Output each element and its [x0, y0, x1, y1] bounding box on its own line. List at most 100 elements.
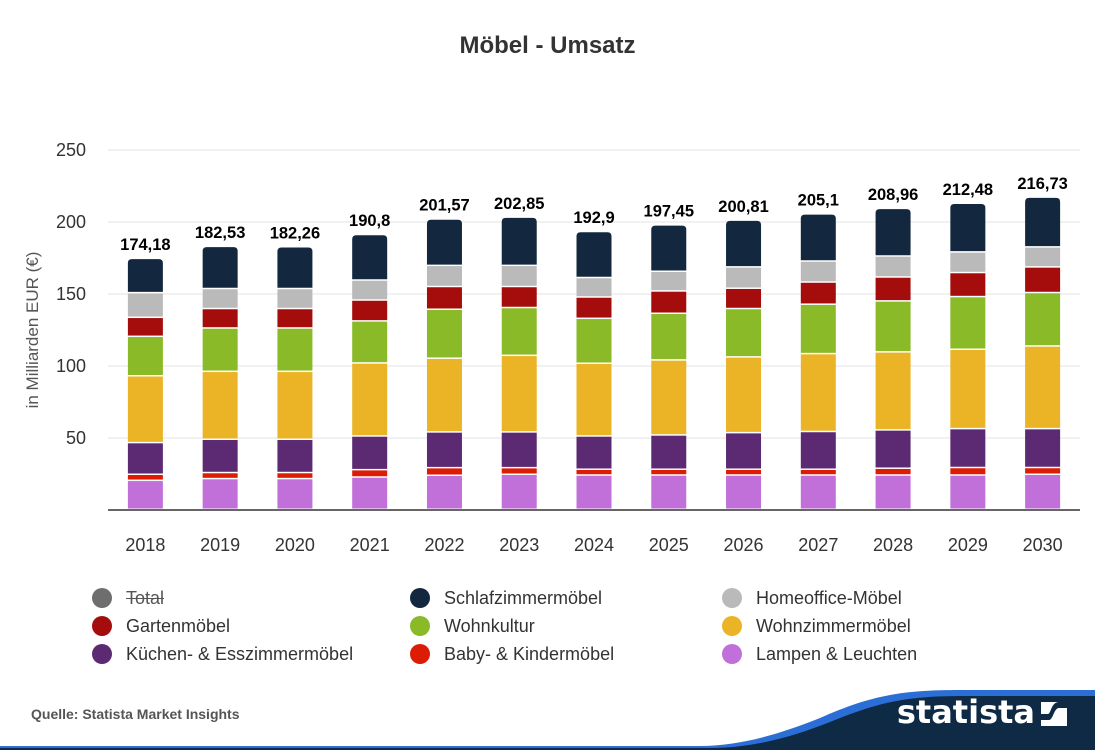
bar-stack-2024[interactable] [576, 232, 612, 509]
bar-segment[interactable] [800, 469, 836, 475]
bar-segment[interactable] [202, 328, 238, 371]
bar-segment[interactable] [202, 309, 238, 328]
bar-segment[interactable] [1025, 293, 1061, 346]
bar-stack-2026[interactable] [726, 220, 762, 509]
bar-segment[interactable] [127, 443, 163, 474]
legend-item[interactable]: Lampen & Leuchten [722, 639, 917, 669]
bar-segment[interactable] [501, 432, 537, 467]
bar-segment[interactable] [1025, 267, 1061, 292]
bar-segment[interactable] [202, 289, 238, 308]
bar-segment[interactable] [202, 372, 238, 439]
bar-segment[interactable] [651, 314, 687, 360]
bar-segment[interactable] [277, 479, 313, 509]
bar-segment[interactable] [127, 293, 163, 317]
legend-item[interactable]: Schlafzimmermöbel [410, 583, 602, 613]
bar-segment[interactable] [875, 352, 911, 430]
bar-segment[interactable] [875, 301, 911, 352]
bar-segment[interactable] [576, 319, 612, 363]
bar-segment[interactable] [950, 297, 986, 349]
bar-segment[interactable] [726, 357, 762, 432]
bar-segment[interactable] [875, 475, 911, 509]
bar-segment[interactable] [1025, 429, 1061, 467]
bar-segment[interactable] [800, 354, 836, 431]
bar-segment[interactable] [950, 429, 986, 467]
bar-segment[interactable] [501, 356, 537, 432]
statista-logo-icon[interactable] [1041, 702, 1067, 726]
bar-stack-2028[interactable] [875, 209, 911, 509]
bar-segment[interactable] [651, 469, 687, 475]
bar-segment[interactable] [1025, 475, 1061, 509]
bar-segment[interactable] [576, 363, 612, 436]
bar-segment[interactable] [426, 309, 462, 358]
bar-segment[interactable] [277, 372, 313, 439]
bar-segment[interactable] [501, 217, 537, 265]
bar-segment[interactable] [726, 433, 762, 469]
bar-segment[interactable] [576, 297, 612, 318]
bar-segment[interactable] [651, 435, 687, 469]
bar-segment[interactable] [501, 475, 537, 509]
bar-segment[interactable] [800, 432, 836, 469]
bar-segment[interactable] [651, 475, 687, 509]
bar-segment[interactable] [726, 469, 762, 475]
bar-segment[interactable] [426, 287, 462, 309]
bar-segment[interactable] [501, 308, 537, 355]
bar-segment[interactable] [352, 363, 388, 436]
bar-segment[interactable] [800, 214, 836, 261]
bar-segment[interactable] [800, 304, 836, 353]
bar-segment[interactable] [1025, 247, 1061, 267]
bar-stack-2027[interactable] [800, 214, 836, 509]
bar-segment[interactable] [875, 277, 911, 301]
bar-segment[interactable] [426, 358, 462, 432]
bar-segment[interactable] [875, 468, 911, 475]
bar-segment[interactable] [501, 266, 537, 286]
legend-item[interactable]: Baby- & Kindermöbel [410, 639, 614, 669]
bar-segment[interactable] [950, 468, 986, 475]
legend-item[interactable]: Total [92, 583, 164, 613]
bar-stack-2025[interactable] [651, 225, 687, 509]
bar-segment[interactable] [127, 475, 163, 480]
bar-segment[interactable] [576, 469, 612, 475]
bar-segment[interactable] [202, 440, 238, 472]
bar-segment[interactable] [726, 475, 762, 509]
bar-segment[interactable] [726, 309, 762, 357]
bar-segment[interactable] [950, 252, 986, 272]
bar-segment[interactable] [352, 321, 388, 363]
bar-segment[interactable] [352, 477, 388, 509]
legend-item[interactable]: Gartenmöbel [92, 611, 230, 641]
bar-segment[interactable] [800, 475, 836, 509]
bar-segment[interactable] [875, 256, 911, 277]
bar-segment[interactable] [1025, 197, 1061, 247]
bar-segment[interactable] [127, 259, 163, 292]
legend-item[interactable]: Homeoffice-Möbel [722, 583, 902, 613]
bar-segment[interactable] [651, 360, 687, 435]
bar-segment[interactable] [950, 204, 986, 252]
bar-segment[interactable] [426, 468, 462, 475]
bar-segment[interactable] [501, 468, 537, 474]
bar-segment[interactable] [127, 318, 163, 336]
bar-segment[interactable] [651, 225, 687, 271]
legend-item[interactable]: Wohnkultur [410, 611, 535, 641]
bar-segment[interactable] [426, 476, 462, 509]
bar-segment[interactable] [950, 475, 986, 509]
bar-segment[interactable] [576, 232, 612, 277]
bar-segment[interactable] [202, 479, 238, 509]
bar-segment[interactable] [1025, 468, 1061, 474]
bar-segment[interactable] [950, 273, 986, 296]
bar-segment[interactable] [800, 261, 836, 282]
bar-segment[interactable] [576, 475, 612, 509]
bar-segment[interactable] [651, 271, 687, 291]
bar-segment[interactable] [127, 481, 163, 509]
bar-segment[interactable] [277, 440, 313, 472]
bar-stack-2029[interactable] [950, 204, 986, 509]
bar-segment[interactable] [426, 432, 462, 467]
legend-item[interactable]: Küchen- & Esszimmermöbel [92, 639, 353, 669]
bar-segment[interactable] [726, 220, 762, 267]
bar-segment[interactable] [202, 247, 238, 288]
bar-segment[interactable] [127, 376, 163, 442]
bar-segment[interactable] [426, 266, 462, 286]
bar-segment[interactable] [576, 278, 612, 297]
bar-segment[interactable] [277, 328, 313, 371]
bar-segment[interactable] [875, 209, 911, 256]
statista-logo-text[interactable]: statista [896, 693, 1035, 731]
bar-segment[interactable] [501, 287, 537, 307]
